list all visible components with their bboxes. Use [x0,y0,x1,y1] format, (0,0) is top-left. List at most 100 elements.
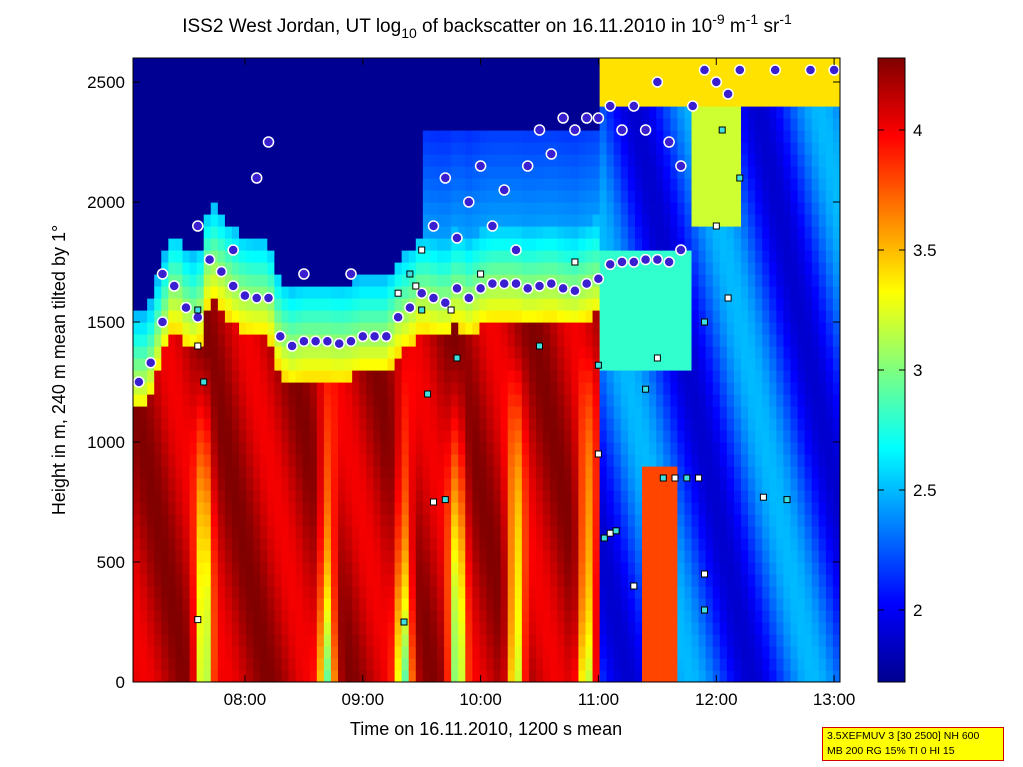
heatmap-cell [677,466,686,479]
heatmap-cell [373,358,382,371]
heatmap-cell [627,490,636,503]
heatmap-cell [762,670,770,682]
heatmap-cell [210,82,219,95]
heatmap-cell [634,394,643,407]
heatmap-cell [239,214,247,227]
heatmap-cell [698,142,707,155]
heatmap-cell [140,130,148,143]
heatmap-cell [415,670,424,682]
heatmap-cell [712,490,721,503]
heatmap-cell [451,274,459,287]
heatmap-cell [606,370,615,383]
heatmap-cell [260,202,268,215]
heatmap-cell [613,274,622,287]
heatmap-cell [196,670,205,682]
heatmap-cell [330,610,339,623]
heatmap-cell [189,418,198,431]
heatmap-cell [719,370,728,383]
heatmap-cell [366,430,374,443]
heatmap-cell [302,646,311,659]
heatmap-cell [564,538,572,551]
heatmap-cell [543,658,551,671]
heatmap-cell [422,274,431,287]
heatmap-cell [154,178,162,191]
heatmap-cell [634,442,643,455]
heatmap-cell [578,214,587,227]
heatmap-cell [543,526,551,539]
heatmap-cell [401,490,410,503]
heatmap-cell [246,370,254,383]
heatmap-cell [415,418,424,431]
heatmap-cell [592,646,601,659]
heatmap-cell [663,94,671,107]
heatmap-cell [154,130,162,143]
heatmap-cell [613,670,622,682]
heatmap-cell [458,622,466,635]
heatmap-cell [507,562,516,575]
heatmap-cell [521,430,530,443]
heatmap-cell [762,238,770,251]
heatmap-cell [677,298,686,311]
heatmap-cell [267,58,275,71]
heatmap-cell [415,370,424,383]
heatmap-cell [472,670,481,682]
heatmap-cell [592,190,601,203]
heatmap-cell [394,94,403,107]
heatmap-cell [741,262,749,275]
heatmap-cell [458,442,466,455]
heatmap-cell [401,214,410,227]
heatmap-cell [295,418,304,431]
heatmap-cell [380,586,389,599]
heatmap-cell [210,94,219,107]
heatmap-cell [316,346,325,359]
heatmap-cell [755,514,763,527]
heatmap-cell [599,406,608,419]
heatmap-cell [380,418,389,431]
heatmap-cell [684,154,693,167]
heatmap-cell [246,358,254,371]
heatmap-cell [274,346,283,359]
heatmap-cell [776,670,785,682]
heatmap-cell [182,94,191,107]
heatmap-cell [288,598,297,611]
heatmap-cell [705,658,714,671]
heatmap-cell [712,478,721,491]
heatmap-cell [493,118,502,131]
heatmap-cell [338,250,346,263]
heatmap-cell [472,658,481,671]
heatmap-cell [783,418,792,431]
heatmap-cell [705,310,714,323]
heatmap-cell [203,238,212,251]
heatmap-cell [274,262,283,275]
heatmap-cell [783,94,792,107]
heatmap-cell [741,166,749,179]
heatmap-cell [790,334,799,347]
heatmap-cell [790,562,799,575]
heatmap-cell [253,226,261,239]
heatmap-cell [316,382,325,395]
heatmap-cell [705,166,714,179]
heatmap-cell [133,370,141,383]
heatmap-cell [804,586,813,599]
heatmap-cell [755,550,763,563]
heatmap-cell [769,430,777,443]
heatmap-cell [748,346,756,359]
heatmap-cell [776,490,785,503]
heatmap-cell [203,130,212,143]
heatmap-cell [649,646,657,659]
heatmap-cell [698,358,707,371]
heatmap-cell [260,430,268,443]
heatmap-cell [493,346,502,359]
heatmap-cell [437,190,445,203]
heatmap-cell [274,622,283,635]
heatmap-cell [302,202,311,215]
heatmap-cell [189,550,198,563]
heatmap-cell [493,562,502,575]
heatmap-cell [217,622,226,635]
heatmap-cell [578,118,587,131]
heatmap-cell [147,490,155,503]
heatmap-cell [663,634,671,647]
heatmap-cell [507,238,516,251]
heatmap-cell [338,346,346,359]
heatmap-cell [429,622,438,635]
